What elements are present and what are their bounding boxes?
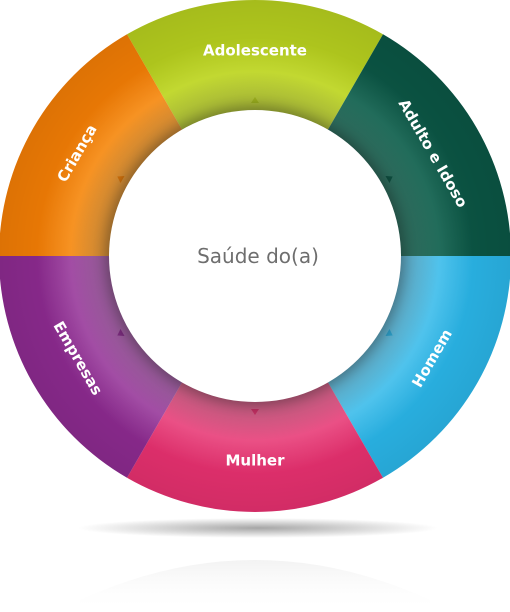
segment-label-adolescente[interactable]: Adolescente	[203, 42, 307, 60]
wheel-reflection	[80, 560, 430, 612]
segment-label-mulher[interactable]: Mulher	[226, 452, 286, 470]
center-disc	[109, 110, 401, 402]
wheel-floor-shadow	[78, 518, 438, 538]
center-label: Saúde do(a)	[197, 244, 319, 268]
